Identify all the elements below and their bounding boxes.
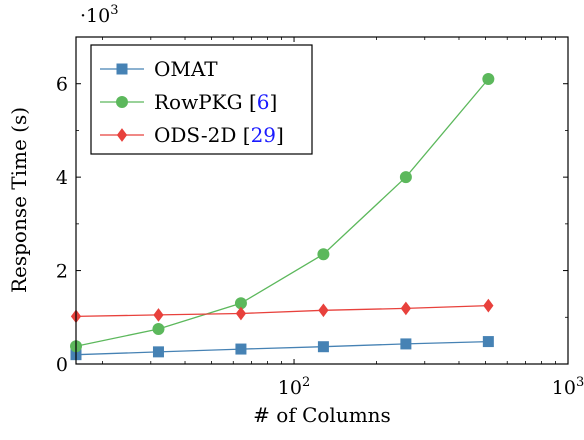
y-multiplier-exp: 3 bbox=[110, 3, 118, 18]
data-point bbox=[153, 308, 164, 322]
data-point bbox=[400, 338, 412, 350]
series-line bbox=[75, 304, 489, 318]
legend-entry: RowPKG [6] bbox=[100, 90, 277, 114]
legend-label: RowPKG [6] bbox=[154, 90, 277, 114]
series-line bbox=[75, 340, 489, 356]
legend-label: OMAT bbox=[154, 57, 218, 81]
legend-entry: ODS-2D [29] bbox=[100, 123, 284, 147]
legend-label: ODS-2D [29] bbox=[154, 123, 284, 147]
legend: OMAT RowPKG [6] ODS-2D [29] bbox=[90, 44, 313, 155]
data-point bbox=[318, 303, 329, 318]
y-tick-label: 0 bbox=[56, 354, 68, 376]
x-tick-label: 103 bbox=[552, 375, 584, 399]
data-point bbox=[235, 343, 247, 355]
data-point bbox=[152, 322, 165, 335]
axis-ticks: 0 2 4 6 102 103 bbox=[56, 37, 584, 399]
x-tick-label: 102 bbox=[278, 375, 310, 399]
y-multiplier-base: ·10 bbox=[80, 5, 110, 27]
y-tick-label: 2 bbox=[56, 261, 68, 283]
y-axis-label: Response Time (s) bbox=[7, 107, 31, 293]
data-point bbox=[235, 306, 247, 321]
plot-frame bbox=[75, 36, 569, 365]
series-line bbox=[75, 78, 489, 347]
data-point bbox=[317, 248, 330, 261]
y-tick-label: 6 bbox=[56, 74, 68, 96]
legend-marker bbox=[116, 63, 128, 75]
legend-entry: OMAT bbox=[100, 57, 218, 81]
data-point bbox=[400, 301, 412, 316]
series-omat bbox=[70, 336, 494, 361]
legend-box bbox=[90, 44, 313, 155]
data-point bbox=[317, 341, 329, 353]
x-axis-label: # of Columns bbox=[253, 403, 391, 427]
legend-marker bbox=[116, 96, 128, 108]
data-point bbox=[482, 73, 495, 86]
y-tick-label: 4 bbox=[56, 167, 68, 189]
y-multiplier-label: ·103 bbox=[80, 3, 119, 27]
data-point bbox=[399, 171, 412, 184]
series-ods-2d bbox=[70, 298, 494, 324]
data-point bbox=[483, 298, 494, 313]
data-point bbox=[482, 336, 494, 348]
data-point bbox=[152, 346, 164, 358]
series-layer bbox=[70, 73, 495, 361]
series-rowpkg bbox=[70, 73, 495, 353]
legend-marker bbox=[116, 128, 128, 142]
